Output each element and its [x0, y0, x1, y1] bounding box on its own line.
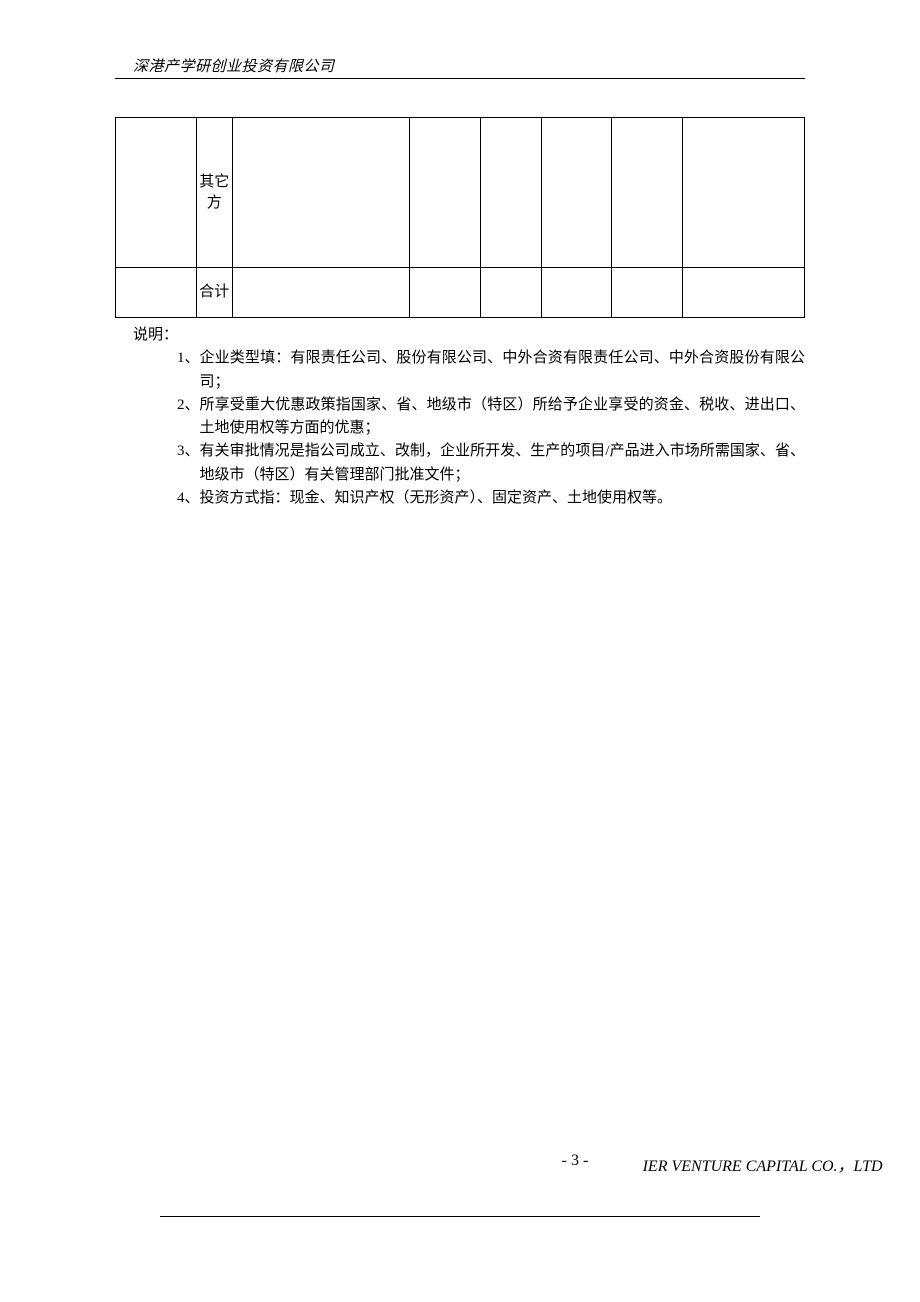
note-number: 3、 [177, 440, 200, 487]
page-footer: - 3 - IER VENTURE CAPITAL CO.，LTD [115, 1216, 805, 1237]
note-text: 投资方式指：现金、知识产权（无形资产）、固定资产、土地使用权等。 [200, 487, 805, 510]
table-cell [612, 118, 683, 268]
row-label-other: 其它方 [197, 118, 232, 268]
footer-rule [160, 1216, 760, 1217]
table-cell [116, 118, 197, 268]
table-cell [541, 118, 612, 268]
note-item: 4、 投资方式指：现金、知识产权（无形资产）、固定资产、土地使用权等。 [115, 487, 805, 510]
table-cell [232, 118, 409, 268]
note-number: 2、 [177, 394, 200, 441]
table-cell [612, 268, 683, 318]
table-cell [409, 268, 480, 318]
note-text: 所享受重大优惠政策指国家、省、地级市（特区）所给予企业享受的资金、税收、进出口、… [200, 394, 805, 441]
table-cell [480, 118, 541, 268]
table-cell [232, 268, 409, 318]
table-cell [480, 268, 541, 318]
table-cell [683, 118, 805, 268]
page-content: 深港产学研创业投资有限公司 其它方 合计 说明： [115, 55, 805, 510]
table-row: 合计 [116, 268, 805, 318]
note-text: 有关审批情况是指公司成立、改制，企业所开发、生产的项目/产品进入市场所需国家、省… [200, 440, 805, 487]
notes-section: 说明： 1、 企业类型填：有限责任公司、股份有限公司、中外合资有限责任公司、中外… [115, 324, 805, 510]
note-number: 1、 [177, 347, 200, 394]
row-label-total: 合计 [197, 268, 232, 318]
note-text: 企业类型填：有限责任公司、股份有限公司、中外合资有限责任公司、中外合资股份有限公… [200, 347, 805, 394]
data-table: 其它方 合计 [115, 117, 805, 318]
footer-company-en: IER VENTURE CAPITAL CO.，LTD [603, 1152, 883, 1176]
table-cell [409, 118, 480, 268]
notes-label: 说明： [115, 324, 805, 347]
table-cell [541, 268, 612, 318]
page-number: - 3 - [562, 1152, 589, 1170]
table-row: 其它方 [116, 118, 805, 268]
note-item: 3、 有关审批情况是指公司成立、改制，企业所开发、生产的项目/产品进入市场所需国… [115, 440, 805, 487]
page-header: 深港产学研创业投资有限公司 [115, 55, 805, 79]
table-cell [116, 268, 197, 318]
table-cell [683, 268, 805, 318]
note-number: 4、 [177, 487, 200, 510]
note-item: 1、 企业类型填：有限责任公司、股份有限公司、中外合资有限责任公司、中外合资股份… [115, 347, 805, 394]
note-item: 2、 所享受重大优惠政策指国家、省、地级市（特区）所给予企业享受的资金、税收、进… [115, 394, 805, 441]
header-company-name: 深港产学研创业投资有限公司 [115, 55, 805, 76]
